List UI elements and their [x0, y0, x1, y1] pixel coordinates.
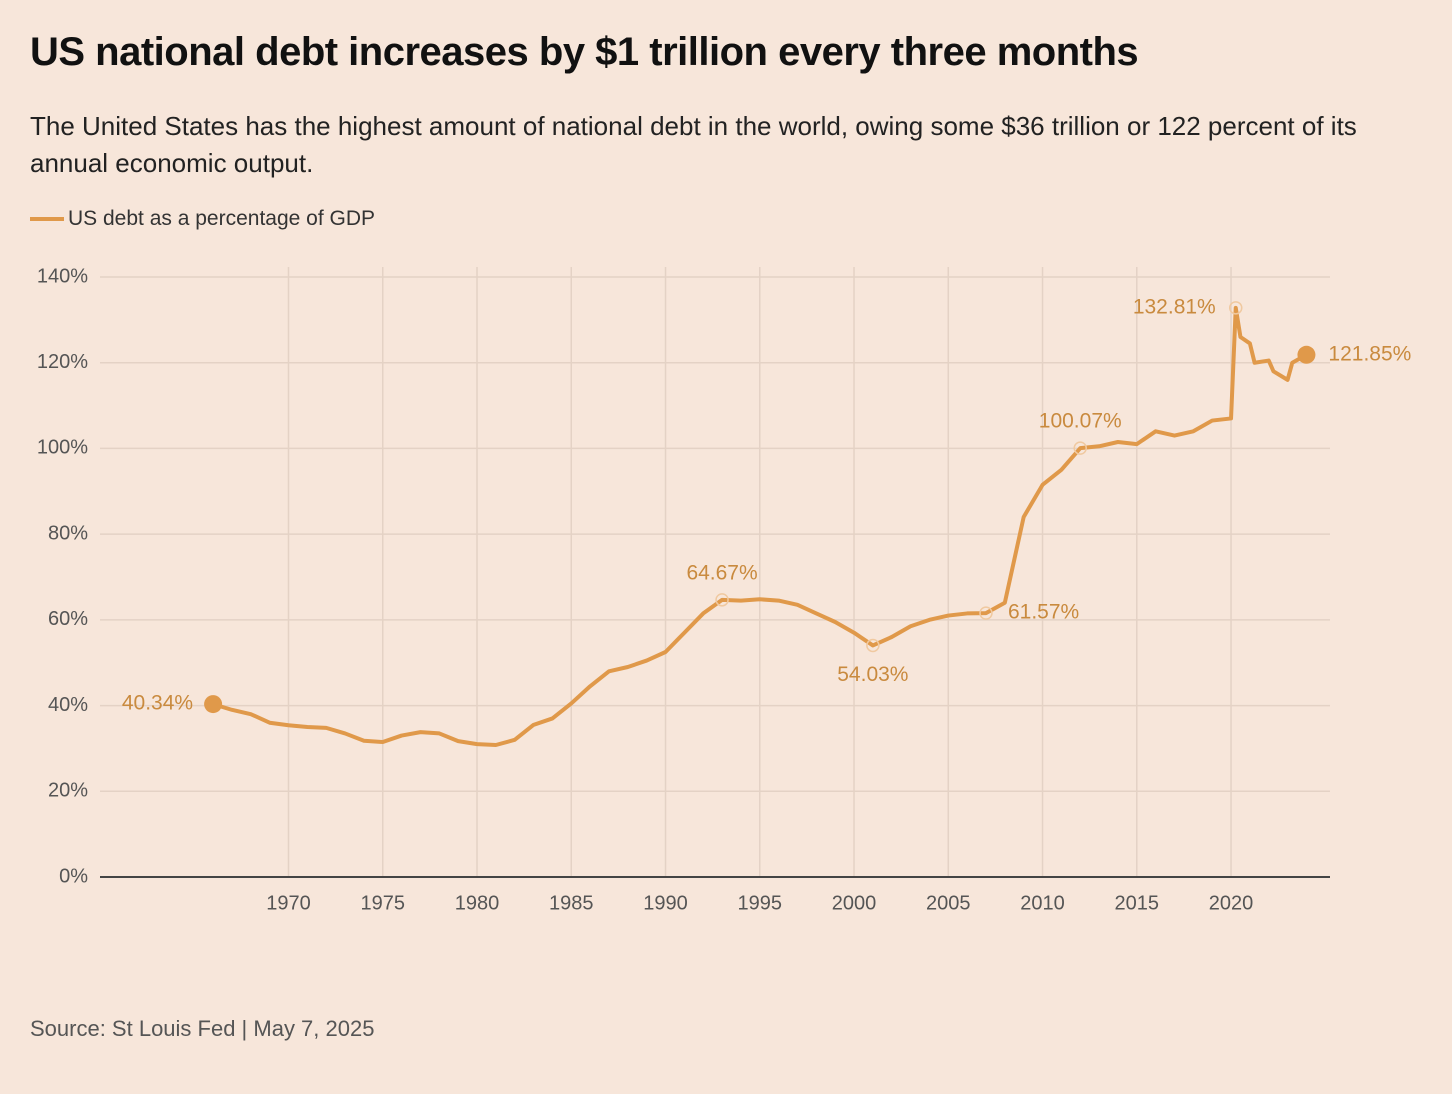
end-marker [204, 695, 223, 714]
x-tick-label: 1985 [549, 892, 594, 914]
x-tick-label: 1980 [455, 892, 500, 914]
legend: US debt as a percentage of GDP [30, 207, 375, 231]
point-marker [1073, 441, 1087, 455]
x-tick-label: 2005 [926, 892, 971, 914]
data-label: 40.34% [122, 692, 193, 715]
x-tick-label: 2020 [1209, 892, 1254, 914]
x-tick-label: 2000 [832, 892, 877, 914]
source-note: Source: St Louis Fed | May 7, 2025 [30, 1016, 375, 1041]
y-tick-label: 20% [48, 780, 88, 802]
data-label: 100.07% [1039, 410, 1122, 433]
point-marker [715, 593, 729, 607]
point-marker [866, 638, 880, 653]
data-label: 64.67% [686, 561, 757, 584]
y-tick-label: 120% [37, 351, 88, 373]
data-label: 132.81% [1133, 295, 1216, 318]
x-tick-label: 1970 [266, 892, 311, 914]
y-tick-label: 80% [48, 522, 88, 544]
data-label: 121.85% [1328, 342, 1411, 365]
point-marker [1228, 301, 1243, 315]
y-tick-label: 140% [37, 265, 88, 287]
data-line [212, 305, 1308, 747]
end-marker [1297, 345, 1316, 364]
point-marker [979, 606, 993, 620]
x-tick-label: 1990 [643, 892, 688, 914]
y-tick-label: 60% [48, 608, 88, 630]
y-tick-label: 0% [59, 865, 88, 887]
chart-subtitle: The United States has the highest amount… [30, 111, 1357, 178]
legend-swatch [30, 217, 64, 221]
x-tick-label: 1975 [361, 892, 406, 914]
legend-label: US debt as a percentage of GDP [68, 207, 376, 230]
y-tick-label: 100% [37, 437, 88, 459]
chart-title: US national debt increases by $1 trillio… [30, 30, 1139, 74]
x-tick-label: 2015 [1115, 892, 1160, 914]
y-tick-label: 40% [48, 694, 88, 716]
x-tick-label: 1995 [738, 892, 783, 914]
data-label: 54.03% [837, 663, 908, 686]
x-tick-label: 2010 [1020, 892, 1065, 914]
data-label: 61.57% [1008, 601, 1079, 624]
